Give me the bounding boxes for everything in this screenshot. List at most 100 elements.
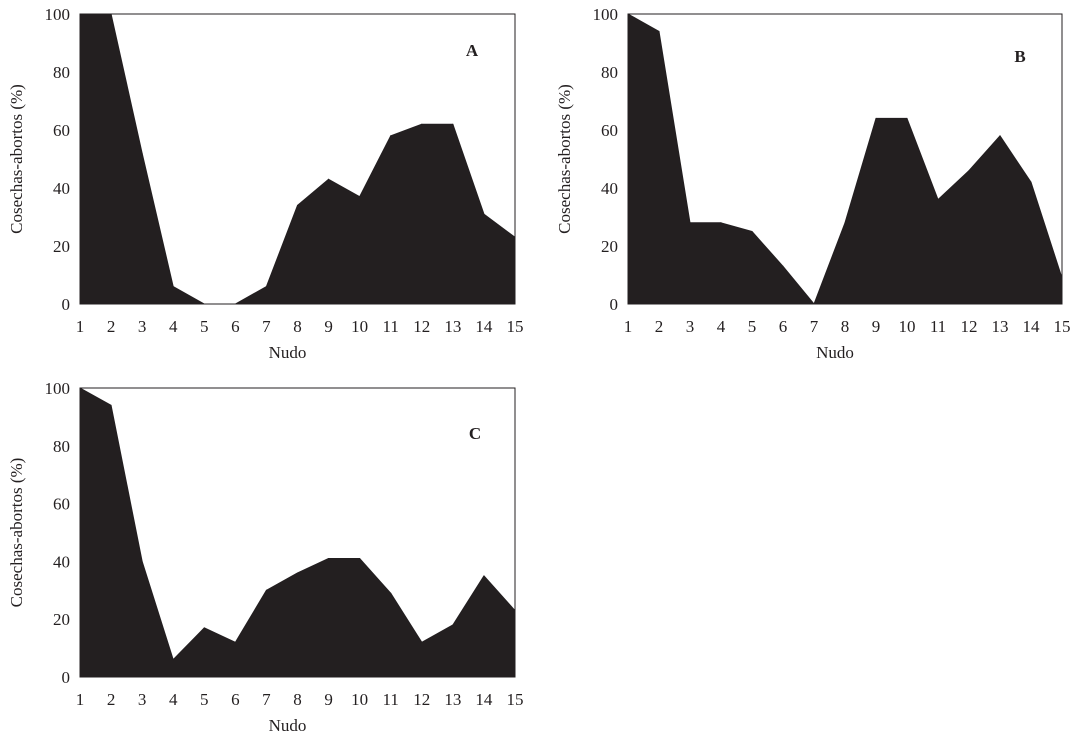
y-axis-title: Cosechas-abortos (%) — [555, 84, 574, 234]
x-tick-label: 3 — [138, 690, 147, 709]
area-series — [627, 13, 1063, 305]
x-tick-label: 11 — [930, 317, 946, 336]
x-tick-label: 2 — [655, 317, 664, 336]
x-tick-label: 15 — [507, 317, 524, 336]
y-tick-label: 0 — [62, 295, 71, 314]
x-tick-label: 12 — [413, 317, 430, 336]
data-point — [141, 560, 143, 562]
plot-frame — [627, 13, 1063, 305]
data-point — [265, 589, 267, 591]
x-tick-label: 13 — [992, 317, 1009, 336]
data-point — [359, 558, 361, 560]
x-tick-label: 6 — [779, 317, 788, 336]
data-point — [483, 575, 485, 577]
data-point — [203, 627, 205, 629]
y-tick-label: 0 — [610, 295, 619, 314]
x-tick-label: 11 — [383, 690, 399, 709]
y-tick-label: 100 — [45, 379, 71, 398]
x-tick-label: 5 — [748, 317, 757, 336]
panel-label: C — [469, 424, 481, 443]
data-point — [234, 641, 236, 643]
x-tick-label: 13 — [444, 690, 461, 709]
data-point — [390, 592, 392, 594]
data-point — [658, 30, 660, 32]
x-tick-label: 4 — [169, 690, 178, 709]
x-tick-label: 10 — [899, 317, 916, 336]
x-tick-label: 6 — [231, 690, 240, 709]
data-point — [297, 204, 298, 206]
x-tick-label: 2 — [107, 690, 116, 709]
y-tick-label: 20 — [601, 237, 618, 256]
area-series — [79, 13, 516, 305]
x-tick-label: 8 — [841, 317, 850, 336]
x-tick-label: 9 — [324, 317, 333, 336]
data-point — [999, 135, 1001, 137]
y-tick-label: 80 — [53, 437, 70, 456]
y-tick-label: 20 — [53, 237, 70, 256]
x-tick-label: 7 — [810, 317, 819, 336]
data-point — [782, 265, 784, 267]
x-tick-label: 7 — [262, 690, 271, 709]
y-tick-label: 0 — [62, 668, 71, 687]
y-tick-label: 20 — [53, 610, 70, 629]
data-point — [390, 135, 392, 137]
y-tick-label: 60 — [53, 495, 70, 514]
data-point — [483, 213, 485, 215]
y-tick-label: 40 — [601, 179, 618, 198]
x-tick-label: 14 — [475, 317, 493, 336]
x-tick-label: 15 — [507, 690, 524, 709]
data-point — [141, 152, 143, 154]
x-tick-label: 3 — [686, 317, 695, 336]
data-point — [906, 117, 908, 119]
data-point — [110, 404, 112, 406]
x-tick-label: 15 — [1054, 317, 1071, 336]
x-tick-label: 12 — [413, 690, 430, 709]
x-tick-label: 1 — [76, 317, 85, 336]
y-axis-title: Cosechas-abortos (%) — [7, 458, 26, 608]
x-tick-label: 8 — [293, 690, 302, 709]
data-point — [937, 199, 939, 201]
data-point — [359, 196, 361, 198]
data-point — [968, 170, 970, 172]
x-tick-label: 3 — [138, 317, 147, 336]
data-point — [265, 286, 267, 288]
y-tick-label: 100 — [593, 5, 619, 24]
x-axis-title: Nudo — [269, 716, 307, 735]
x-tick-label: 10 — [351, 690, 368, 709]
x-axis-title: Nudo — [816, 343, 854, 362]
data-point — [328, 558, 330, 560]
area-series — [79, 387, 516, 678]
data-point — [421, 123, 423, 125]
data-point — [751, 231, 753, 232]
x-tick-label: 14 — [1023, 317, 1041, 336]
y-axis-title: Cosechas-abortos (%) — [7, 84, 26, 234]
panel-label: B — [1014, 47, 1025, 66]
data-point — [452, 624, 454, 626]
y-tick-label: 100 — [45, 5, 71, 24]
data-point — [172, 286, 174, 288]
panel-label: A — [466, 41, 479, 60]
data-point — [720, 222, 722, 224]
x-tick-label: 12 — [961, 317, 978, 336]
data-point — [689, 222, 691, 224]
data-point — [452, 123, 454, 125]
y-tick-label: 60 — [601, 121, 618, 140]
data-point — [1030, 181, 1032, 183]
data-point — [328, 178, 330, 180]
y-tick-label: 60 — [53, 121, 70, 140]
data-point — [172, 659, 174, 661]
x-tick-label: 10 — [351, 317, 368, 336]
y-tick-label: 40 — [53, 179, 70, 198]
x-tick-label: 13 — [444, 317, 461, 336]
data-point — [875, 117, 877, 119]
x-tick-label: 4 — [717, 317, 726, 336]
x-tick-label: 9 — [872, 317, 881, 336]
x-tick-label: 5 — [200, 690, 209, 709]
x-tick-label: 6 — [231, 317, 240, 336]
y-tick-label: 80 — [601, 63, 618, 82]
plot-frame — [79, 387, 516, 678]
